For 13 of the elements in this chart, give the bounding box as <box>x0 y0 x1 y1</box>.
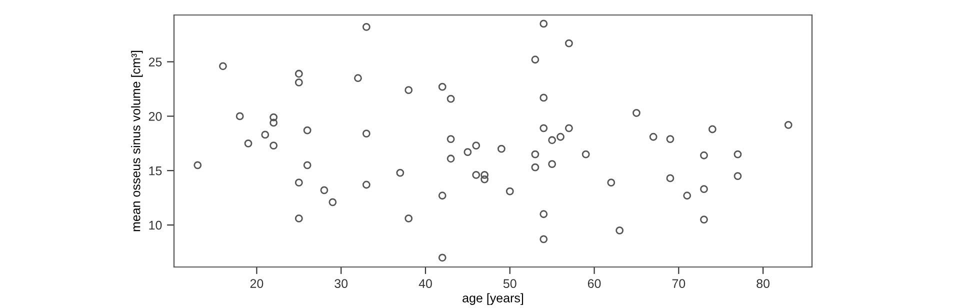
y-axis-title: mean osseus sinus volume [cm³] <box>131 50 143 232</box>
x-axis-title: age [years] <box>462 293 524 305</box>
x-tick-label: 80 <box>756 279 770 288</box>
x-tick-label: 30 <box>334 279 348 288</box>
y-tick-label: 25 <box>148 58 162 66</box>
x-tick-label: 20 <box>250 279 264 288</box>
x-tick-label: 60 <box>588 279 601 288</box>
y-tick-label: 20 <box>148 112 162 121</box>
y-tick-label: 10 <box>149 220 162 230</box>
x-tick-label: 40 <box>418 279 432 288</box>
y-tick-label: 15 <box>149 166 162 176</box>
x-tick-label: 70 <box>672 279 686 288</box>
x-tick-label: 50 <box>503 279 516 288</box>
